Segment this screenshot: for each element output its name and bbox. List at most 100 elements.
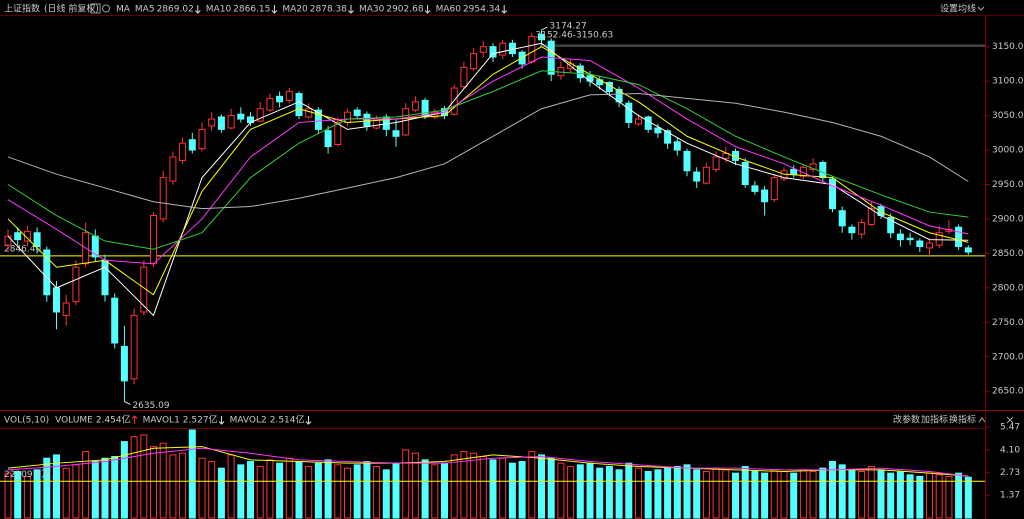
volume-bar [23,475,31,519]
candle-body [858,221,866,235]
header-text: 2902.68 [386,5,423,15]
candle-body [334,121,342,146]
volume-bar [799,469,807,519]
icon[interactable] [978,417,986,423]
volume-bar [295,461,303,519]
volume-bar [305,466,313,519]
candle-body [790,168,798,175]
y-tick-label: 2900.00 [992,214,1024,224]
pointer [541,26,548,31]
candle-body [916,240,924,248]
volume-bar [256,466,264,519]
candle-body [508,42,516,55]
candle-body [324,130,332,148]
volume-bar [615,469,623,519]
trend-arrow [131,415,138,424]
trend-arrow [194,5,201,14]
volume-bar [33,469,41,519]
candle-body [460,66,468,88]
icon[interactable] [102,4,110,13]
volume-bar [4,472,12,519]
candle-body [266,97,274,111]
candle-body [188,139,196,151]
candle-body [741,161,749,186]
volume-bar [654,469,662,519]
volume-bar [644,470,652,519]
header-text: 2878.38 [310,5,347,15]
candle-body [256,108,264,122]
volume-bar [72,464,80,519]
volume-bar [247,461,254,519]
candle-body [751,185,759,192]
volume-bar [926,472,933,519]
reference-label: 2846.40 [4,244,41,254]
icon[interactable] [90,3,101,14]
volume-bar [829,461,836,519]
trend-arrow [218,416,225,425]
candle-body [392,130,400,137]
y-tick-label: 5.47 [1000,423,1020,433]
volume-bar [732,472,739,519]
volume-header: 2.454亿 [96,414,131,426]
ma-line [7,56,969,265]
candle-body [159,177,167,220]
settings-button[interactable]: 设置均线 [940,3,976,15]
volume-bar [605,466,613,519]
high-label: 3174.27 [550,21,587,31]
panel-button[interactable]: 改参数 [893,414,920,426]
volume-bar [334,464,342,519]
candle-body [848,226,856,234]
candle-body [169,156,177,182]
candle-body [470,53,478,70]
panel-button[interactable]: 加指标 [921,414,948,426]
volume-bar [441,462,448,519]
volume-bar [819,467,827,519]
volume-bar [431,464,439,519]
volume-bar [460,451,468,519]
volume-bar [208,461,216,519]
header-text: MA [116,5,131,15]
volume-bar [266,459,274,519]
candle-body [53,287,60,313]
volume-bar [188,429,196,519]
volume-bar [712,467,720,519]
volume-bar [751,470,759,519]
candle-body [838,210,846,227]
volume-bar [14,470,22,519]
volume-bar [722,469,730,519]
candle-body [295,93,303,117]
volume-bar [150,446,157,519]
volume-bar [906,474,914,519]
y-tick-label: 3050.00 [992,111,1024,121]
icon[interactable] [1006,416,1014,424]
volume-bar [353,464,361,519]
volume-bar [673,466,681,519]
volume-bar [538,454,545,519]
ma-line [7,70,969,250]
header-text: 2869.02 [157,5,194,15]
candle-body [208,118,216,127]
candle-body [363,113,371,127]
volume-bar [625,462,633,519]
candle-body [528,35,536,63]
candle-body [635,118,642,125]
candle-body [761,189,769,203]
y-tick-label: 2950.00 [992,180,1024,190]
volume-bar [528,451,536,519]
candle-body [538,33,545,41]
volume-bar [344,467,351,519]
candle-body [809,163,817,170]
candle-body [411,101,419,111]
candle-body [217,116,225,130]
candle-body [479,46,487,53]
candle-body [43,249,51,296]
volume-bar [557,462,565,519]
volume-bar [596,467,604,519]
candle-body [693,171,701,182]
header-text: 2866.15 [233,5,270,15]
trend-arrow [305,416,312,425]
panel-button[interactable]: 换指标 [949,414,976,426]
volume-bar [741,466,749,519]
trend-arrow [501,5,508,14]
candle-body [353,109,361,117]
